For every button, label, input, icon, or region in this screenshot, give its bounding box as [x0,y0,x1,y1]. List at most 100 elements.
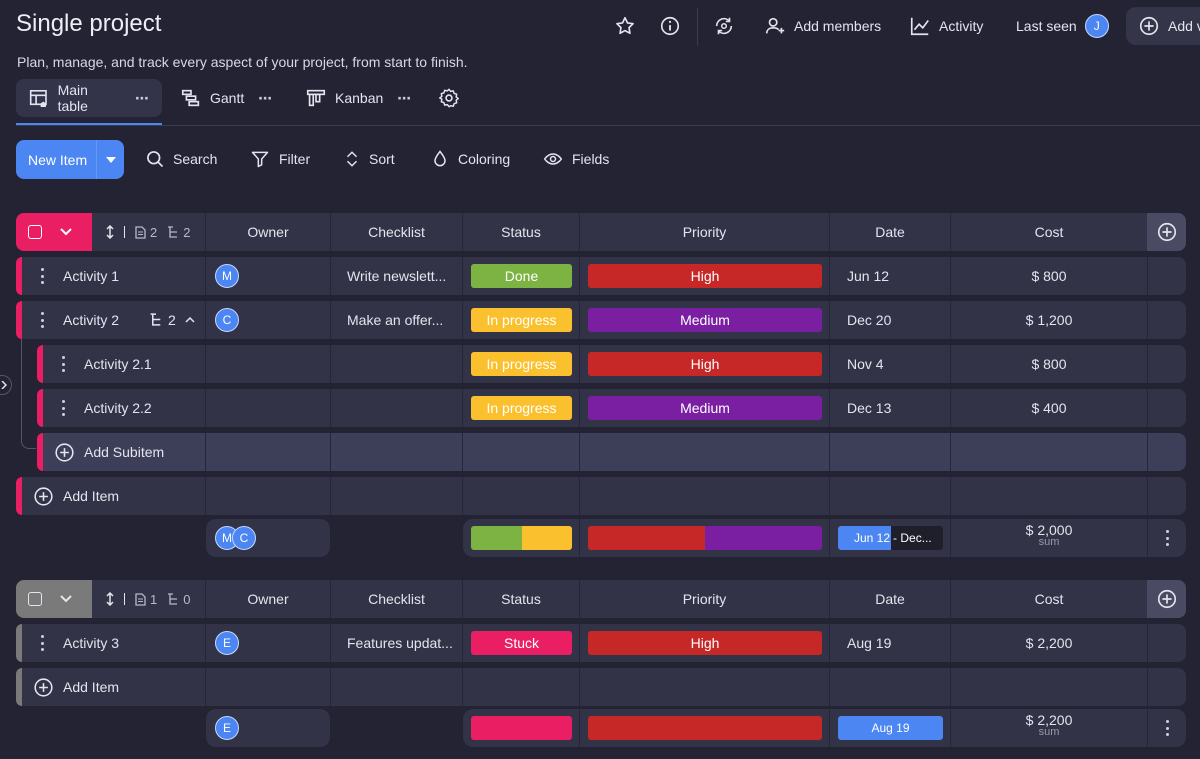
table-row[interactable]: Activity 2 2 C Make an offer... In progr… [16,301,1186,339]
add-item-row[interactable]: Add Item [16,477,1186,515]
group-select[interactable] [16,580,92,618]
date-cell[interactable]: Aug 19 [847,635,892,651]
tab-kanban[interactable]: Kanban ⋯ [293,79,424,117]
add-column-button[interactable] [1147,213,1186,251]
summary-menu-icon[interactable] [1163,720,1171,736]
column-status[interactable]: Status [501,591,541,607]
table-row[interactable]: Activity 3 E Features updat... Stuck Hig… [16,624,1186,662]
add-item-button[interactable]: Add Item [33,668,119,706]
status-badge[interactable]: In progress [471,352,572,376]
filter-button[interactable]: Filter [249,147,310,171]
group-select[interactable] [16,213,92,251]
info-icon[interactable] [658,14,682,38]
row-menu-icon[interactable] [59,400,67,416]
group-counts: 1 0 [106,580,190,618]
cost-cell[interactable]: $ 2,200 [1025,635,1073,651]
date-cell[interactable]: Nov 4 [847,356,884,372]
column-status[interactable]: Status [501,224,541,240]
avatar[interactable]: E [215,631,239,655]
plus-circle-icon [1139,16,1159,36]
sort-icon [346,151,358,167]
coloring-button[interactable]: Coloring [430,147,510,171]
item-name[interactable]: Activity 2.2 [84,400,152,416]
item-name[interactable]: Activity 3 [63,635,120,651]
column-owner[interactable]: Owner [247,591,289,607]
date-cell[interactable]: Jun 12 [847,268,890,284]
more-icon[interactable]: ⋯ [135,89,150,106]
priority-badge[interactable]: High [588,631,822,655]
cost-cell[interactable]: $ 400 [1031,400,1067,416]
status-badge[interactable]: Done [471,264,572,288]
column-date[interactable]: Date [875,591,905,607]
chevron-down-icon[interactable] [60,228,72,236]
cost-cell[interactable]: $ 1,200 [1025,312,1073,328]
column-checklist[interactable]: Checklist [368,224,425,240]
item-name[interactable]: Activity 2 [63,312,120,328]
date-cell[interactable]: Dec 13 [847,400,892,416]
checklist-cell[interactable]: Make an offer... [347,312,444,328]
activity-button[interactable]: Activity [909,14,983,38]
cost-cell[interactable]: $ 800 [1031,268,1067,284]
status-badge[interactable]: In progress [471,396,572,420]
cost-cell[interactable]: $ 800 [1031,356,1067,372]
add-members-button[interactable]: Add members [764,14,881,38]
drag-icon [106,225,114,239]
avatar: J [1084,14,1109,38]
group-checkbox[interactable] [28,225,42,239]
row-menu-icon[interactable] [38,312,46,328]
add-item-row[interactable]: Add Item [16,668,1186,706]
add-subitem-row[interactable]: Add Subitem [37,433,1186,471]
column-date[interactable]: Date [875,224,905,240]
sort-button[interactable]: Sort [343,147,395,171]
tab-main-table[interactable]: Main table ⋯ [16,79,162,117]
column-cost[interactable]: Cost [1034,591,1064,607]
chevron-down-icon[interactable] [96,140,124,179]
row-menu-icon[interactable] [59,356,67,372]
avatar[interactable]: M [215,264,239,288]
item-name[interactable]: Activity 1 [63,268,120,284]
add-view-button[interactable]: Add v [1126,7,1200,45]
more-icon[interactable]: ⋯ [258,89,274,106]
expand-sidebar-icon[interactable] [0,375,12,395]
gear-icon[interactable] [437,86,461,110]
subitems-toggle[interactable]: 2 [149,301,195,339]
priority-badge[interactable]: Medium [588,308,822,332]
priority-badge[interactable]: High [588,264,822,288]
sync-icon[interactable] [712,14,736,38]
column-priority[interactable]: Priority [682,224,727,240]
avatar[interactable]: C [215,308,239,332]
tab-gantt[interactable]: Gantt ⋯ [168,79,285,117]
group-checkbox[interactable] [28,592,42,606]
status-badge[interactable]: In progress [471,308,572,332]
column-owner[interactable]: Owner [247,224,289,240]
search-button[interactable]: Search [145,147,217,171]
checklist-cell[interactable]: Features updat... [347,635,453,651]
chevron-down-icon[interactable] [60,595,72,603]
table-row[interactable]: Activity 1 M Write newslett... Done High… [16,257,1186,295]
last-seen-button[interactable]: Last seen J [1016,14,1109,38]
add-item-button[interactable]: Add Item [33,477,119,515]
summary-menu-icon[interactable] [1163,530,1171,546]
fields-button[interactable]: Fields [542,147,609,171]
table-row[interactable]: Activity 2.1 In progress High Nov 4 $ 80… [37,345,1186,383]
date-cell[interactable]: Dec 20 [847,312,892,328]
table-row[interactable]: Activity 2.2 In progress Medium Dec 13 $… [37,389,1186,427]
column-checklist[interactable]: Checklist [368,591,425,607]
new-item-button[interactable]: New Item [16,140,124,179]
item-name[interactable]: Activity 2.1 [84,356,152,372]
row-menu-icon[interactable] [38,268,46,284]
priority-badge[interactable]: Medium [588,396,822,420]
doc-count-value: 2 [150,224,158,240]
add-column-button[interactable] [1147,580,1186,618]
subitem-count-value: 2 [168,312,176,328]
plus-circle-icon [34,677,53,697]
column-cost[interactable]: Cost [1034,224,1064,240]
add-subitem-button[interactable]: Add Subitem [54,433,164,471]
priority-badge[interactable]: High [588,352,822,376]
star-icon[interactable] [613,14,637,38]
row-menu-icon[interactable] [38,635,46,651]
column-priority[interactable]: Priority [682,591,727,607]
more-icon[interactable]: ⋯ [397,89,413,106]
status-badge[interactable]: Stuck [471,631,572,655]
checklist-cell[interactable]: Write newslett... [347,268,447,284]
